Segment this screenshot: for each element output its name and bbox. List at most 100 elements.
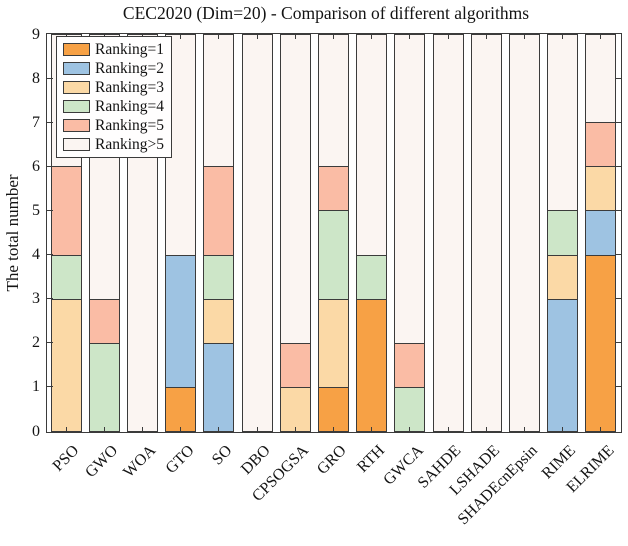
legend-label-1: Ranking=1: [95, 40, 165, 58]
bar-segment-GWO: [88, 342, 120, 432]
legend-label-4: Ranking=4: [95, 97, 165, 115]
bar-segment-SO: [203, 166, 235, 256]
x-tick-top: [562, 34, 564, 39]
x-tick-top: [256, 34, 258, 39]
bar-segment-CPSOGSA: [279, 34, 311, 344]
bar-segment-RTH: [356, 298, 388, 432]
x-tick-bottom: [371, 427, 373, 432]
x-tick-top: [294, 34, 296, 39]
y-tick-label-2: 2: [32, 334, 40, 352]
legend-label-3: Ranking=3: [95, 78, 165, 96]
legend-swatch-4: [63, 100, 90, 113]
bar-segment-CPSOGSA: [279, 386, 311, 432]
legend-swatch-2: [63, 62, 90, 75]
bar-segment-SHADEcnEpsin: [509, 34, 540, 432]
bar-segment-ELRIME: [585, 254, 617, 432]
y-tick-right: [615, 386, 621, 388]
bar-segment-GRO: [318, 34, 349, 168]
y-tick-left: [47, 342, 53, 344]
legend-label-2: Ranking=2: [95, 59, 165, 77]
legend-swatch-3: [63, 81, 90, 94]
y-tick-left: [47, 386, 53, 388]
x-tick-bottom: [294, 427, 296, 432]
bar-segment-LSHADE: [470, 34, 502, 432]
x-tick-label-GRO: GRO: [314, 442, 351, 478]
bar-segment-GTO: [165, 386, 197, 432]
plot-area: [46, 33, 622, 433]
bar-segment-DBO: [241, 34, 273, 432]
y-tick-label-0: 0: [32, 422, 40, 440]
x-tick-bottom: [447, 427, 449, 432]
legend-swatch-1: [63, 43, 90, 56]
bar-segment-SO: [203, 342, 235, 432]
x-tick-bottom: [524, 427, 525, 432]
x-tick-label-SO: SO: [208, 442, 236, 469]
x-tick-bottom: [218, 427, 220, 432]
bar-segment-RIME: [547, 254, 579, 300]
y-tick-label-7: 7: [32, 113, 40, 131]
x-tick-bottom: [600, 427, 602, 432]
x-tick-top: [409, 34, 411, 39]
bar-segment-GRO: [318, 386, 349, 432]
bar-segment-GWCA: [394, 386, 426, 432]
bar-segment-SO: [203, 298, 235, 344]
y-tick-right: [615, 209, 621, 211]
x-tick-bottom: [65, 427, 67, 432]
x-tick-top: [218, 34, 220, 39]
bar-segment-RIME: [547, 210, 579, 256]
y-tick-label-3: 3: [32, 290, 40, 308]
bar-segment-RIME: [547, 34, 579, 212]
bar-segment-CPSOGSA: [279, 342, 311, 388]
x-tick-label-GWO: GWO: [81, 442, 121, 482]
legend-swatch-5: [63, 119, 90, 132]
y-tick-left: [47, 254, 53, 256]
x-tick-top: [447, 34, 449, 39]
x-tick-label-PSO: PSO: [49, 442, 83, 475]
bar-segment-PSO: [50, 254, 82, 300]
bar-segment-PSO: [50, 298, 82, 432]
bar-segment-ELRIME: [585, 122, 617, 168]
x-tick-label-GTO: GTO: [162, 442, 198, 478]
y-tick-right: [615, 342, 621, 344]
x-tick-top: [371, 34, 373, 39]
bar-segment-SO: [203, 254, 235, 300]
x-tick-bottom: [180, 427, 182, 432]
x-tick-top: [600, 34, 602, 39]
bar-segment-RIME: [547, 298, 579, 432]
y-tick-label-4: 4: [32, 246, 40, 264]
y-tick-label-1: 1: [32, 378, 40, 396]
x-tick-bottom: [333, 427, 334, 432]
bar-segment-RTH: [356, 254, 388, 300]
y-tick-right: [615, 298, 621, 300]
y-tick-right: [615, 77, 621, 79]
y-tick-label-8: 8: [32, 69, 40, 87]
x-tick-bottom: [562, 427, 564, 432]
x-tick-top: [485, 34, 487, 39]
y-tick-label-9: 9: [32, 25, 40, 43]
bar-segment-ELRIME: [585, 210, 617, 256]
y-tick-right: [615, 254, 621, 256]
bar-segment-GRO: [318, 210, 349, 300]
bar-segment-RTH: [356, 34, 388, 256]
y-tick-left: [47, 165, 53, 167]
y-tick-left: [47, 121, 53, 123]
legend-item-4: Ranking=4: [63, 97, 164, 116]
x-tick-bottom: [142, 427, 143, 432]
y-tick-left: [47, 209, 53, 211]
x-tick-top: [524, 34, 525, 39]
chart-title: CEC2020 (Dim=20) - Comparison of differe…: [122, 3, 530, 23]
x-tick-top: [333, 34, 334, 39]
x-tick-top: [180, 34, 182, 39]
legend-item-6: Ranking>5: [63, 135, 164, 154]
legend-item-5: Ranking=5: [63, 116, 164, 135]
bar-segment-PSO: [50, 166, 82, 256]
legend-item-3: Ranking=3: [63, 78, 164, 97]
y-tick-label-5: 5: [32, 201, 40, 219]
y-tick-left: [47, 298, 53, 300]
x-tick-label-WOA: WOA: [119, 442, 160, 482]
bar-segment-GRO: [318, 166, 349, 212]
y-tick-label-6: 6: [32, 157, 40, 175]
bar-segment-SO: [203, 34, 235, 168]
y-tick-right: [615, 121, 621, 123]
